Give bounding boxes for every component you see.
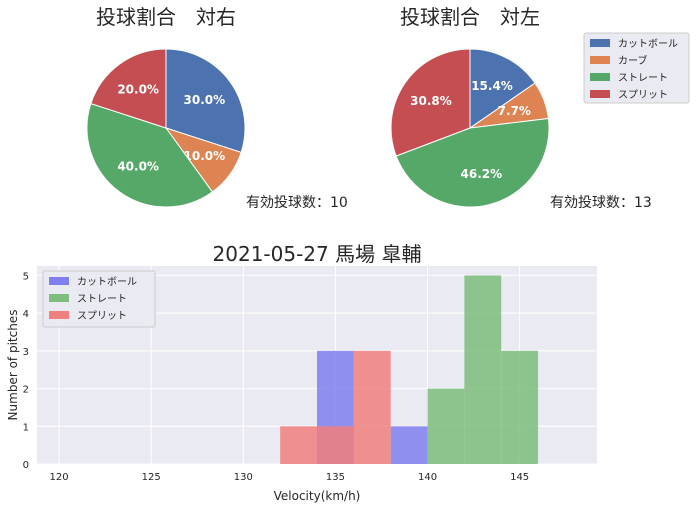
histogram-legend: カットボール ストレート スプリット (42, 270, 156, 328)
x-tick-label: 120 (50, 472, 69, 483)
histogram-title: 2021-05-27 馬場 皐輔 (213, 242, 422, 266)
pie-left-label-straight: 46.2% (461, 167, 503, 181)
y-tick-label: 0 (23, 460, 29, 471)
legend-label-cutter: カットボール (618, 38, 678, 50)
pie-left-label-split: 30.8% (410, 94, 452, 108)
x-tick-label: 135 (326, 472, 345, 483)
pie-right-slice-cutter (165, 48, 246, 154)
x-tick-label: 125 (142, 472, 161, 483)
pie-left-slice-cutter (469, 48, 536, 129)
legend-swatch-hist-straight (49, 294, 69, 302)
legend-label-straight: ストレート (618, 73, 668, 84)
legend-swatch-straight (590, 73, 610, 81)
pie-right-title: 投球割合 対右 (96, 5, 236, 29)
legend-label-curve: カーブ (618, 54, 647, 67)
y-tick-label: 5 (23, 271, 29, 282)
hist-bar-split (317, 426, 354, 464)
legend-swatch-hist-cutter (49, 277, 69, 285)
x-tick-label: 130 (234, 472, 253, 483)
pie-chart-right: 30.0% 10.0% 40.0% 20.0% (86, 48, 246, 208)
histogram-bars (280, 275, 539, 464)
y-tick-label: 3 (23, 347, 29, 358)
pie-right-label-split: 20.0% (117, 83, 159, 97)
pie-right-label-cutter: 30.0% (184, 93, 226, 107)
y-axis-label: Number of pitches (6, 310, 20, 421)
legend-swatch-split (590, 90, 610, 98)
pie-chart-left: 15.4% 7.7% 46.2% 30.8% (390, 48, 550, 208)
legend-swatch-hist-split (49, 311, 69, 319)
legend-swatch-cutter (590, 39, 610, 47)
legend-label-split: スプリット (618, 89, 668, 101)
histogram-ticks: 120 125 130 135 140 145 0 1 2 3 4 5 (23, 271, 530, 483)
pie-left-slice-straight (395, 117, 550, 208)
x-tick-label: 140 (418, 472, 437, 483)
legend-label-hist-cutter: カットボール (77, 276, 137, 288)
pie-left-label-curve: 7.7% (498, 104, 531, 118)
hist-bar-split (353, 350, 391, 464)
pie-left-slice-split (390, 48, 471, 157)
hist-bar-split (280, 426, 317, 464)
y-tick-label: 4 (23, 309, 29, 320)
pie-right-label-curve: 10.0% (184, 149, 226, 163)
hist-bar-straight (427, 388, 465, 464)
pie-left-title: 投球割合 対左 (400, 5, 540, 29)
pie-right-count: 有効投球数：10 (246, 195, 348, 211)
pie-right-slice-straight (86, 102, 214, 208)
pie-left-label-cutter: 15.4% (471, 79, 513, 93)
pie-legend: カットボール カーブ ストレート スプリット (583, 32, 690, 104)
pie-right-slice-split (90, 48, 167, 129)
legend-label-hist-split: スプリット (77, 310, 127, 322)
x-tick-label: 145 (510, 472, 529, 483)
hist-bar-cutter (390, 426, 428, 464)
pie-left-count: 有効投球数：13 (550, 195, 652, 211)
y-tick-label: 2 (23, 385, 29, 396)
hist-bar-straight (501, 350, 539, 464)
legend-label-hist-straight: ストレート (77, 294, 127, 305)
y-tick-label: 1 (23, 422, 29, 433)
legend-swatch-curve (590, 56, 610, 64)
hist-bar-straight (464, 275, 502, 464)
x-axis-label: Velocity(km/h) (274, 489, 361, 503)
pie-right-label-straight: 40.0% (117, 159, 159, 173)
